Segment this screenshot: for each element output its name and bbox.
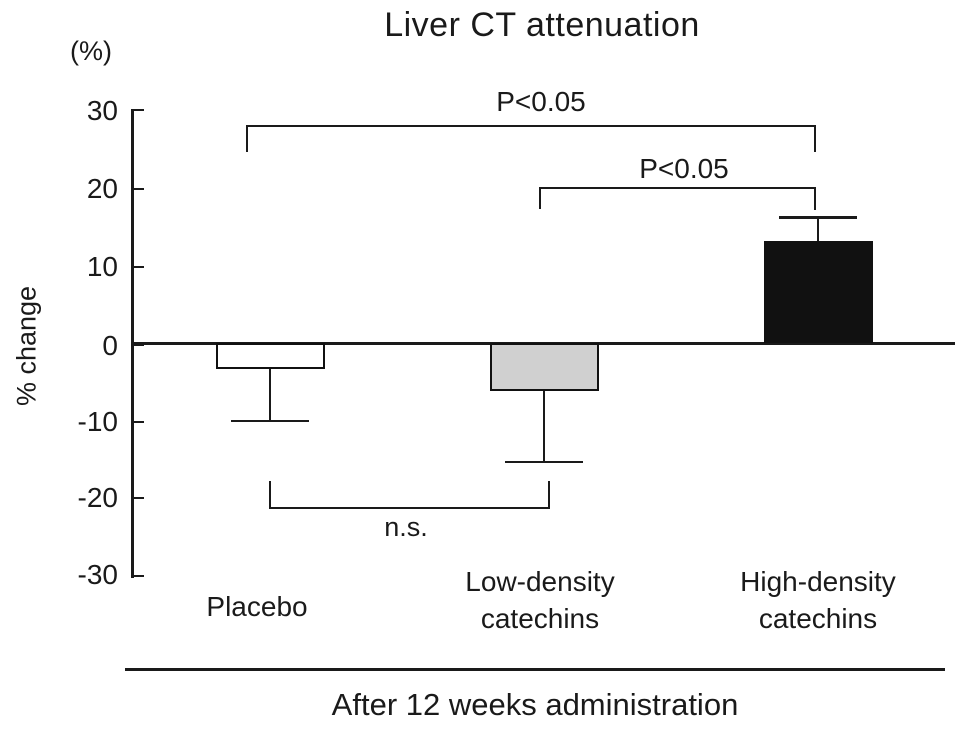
y-tick-label-n20: -20 [77,482,118,513]
error-bar-low-density [543,391,545,463]
category-label-high-line2: catechins [758,603,878,634]
y-axis-tick-n10 [134,421,144,423]
sig-bracket-top-right-tick [814,125,816,152]
bar-placebo [215,343,325,369]
error-bar-high-density [817,217,819,241]
sig-bracket-mid-left-tick [539,187,541,209]
sig-bracket-mid-right-tick [814,187,816,210]
y-axis-tick-20 [134,188,144,190]
y-axis-tick-10 [134,266,144,268]
category-label-high-line1: High-density [740,566,896,597]
footer-caption: After 12 weeks administration [331,687,739,722]
error-cap-high-density [779,216,857,220]
category-label-high-density: High-density catechins [688,563,948,637]
sig-bracket-bottom-horizontal [269,507,550,509]
y-tick-label-n30: -30 [77,559,118,590]
sig-bracket-bottom-right-tick [548,481,550,509]
sig-bracket-top-left-tick [246,125,248,152]
error-bar-placebo [269,368,271,421]
chart-title: Liver CT attenuation [384,6,700,44]
category-label-placebo-line1: Placebo [206,591,308,622]
category-label-low-line2: catechins [480,603,600,634]
y-tick-label-0: 0 [102,330,118,361]
bar-high-density-catechins [763,240,873,343]
sig-bracket-top-horizontal [246,125,816,127]
sig-label-top: P<0.05 [496,86,586,117]
y-tick-label-30: 30 [86,95,118,126]
y-tick-label-20: 20 [86,173,118,204]
category-label-low-density: Low-density catechins [410,563,670,637]
error-cap-placebo [231,419,309,422]
category-label-low-line1: Low-density [465,566,615,597]
bar-low-density-catechins [489,343,599,392]
y-axis-tick-0 [134,344,144,346]
y-axis-tick-n20 [134,497,144,499]
y-axis-unit-label: (%) [70,36,112,66]
sig-bracket-bottom-left-tick [269,481,271,509]
y-axis-tick-30 [134,109,144,111]
error-cap-low-density [505,461,583,464]
sig-label-ns: n.s. [384,512,428,542]
footer-separator-line [125,668,945,671]
sig-bracket-mid-horizontal [539,187,816,189]
category-label-placebo: Placebo [127,588,387,625]
y-axis-label: % change [11,285,42,407]
y-tick-label-n10: -10 [77,406,118,437]
y-tick-label-10: 10 [86,251,118,282]
sig-label-mid: P<0.05 [639,153,729,184]
y-axis-tick-n30 [134,575,144,577]
